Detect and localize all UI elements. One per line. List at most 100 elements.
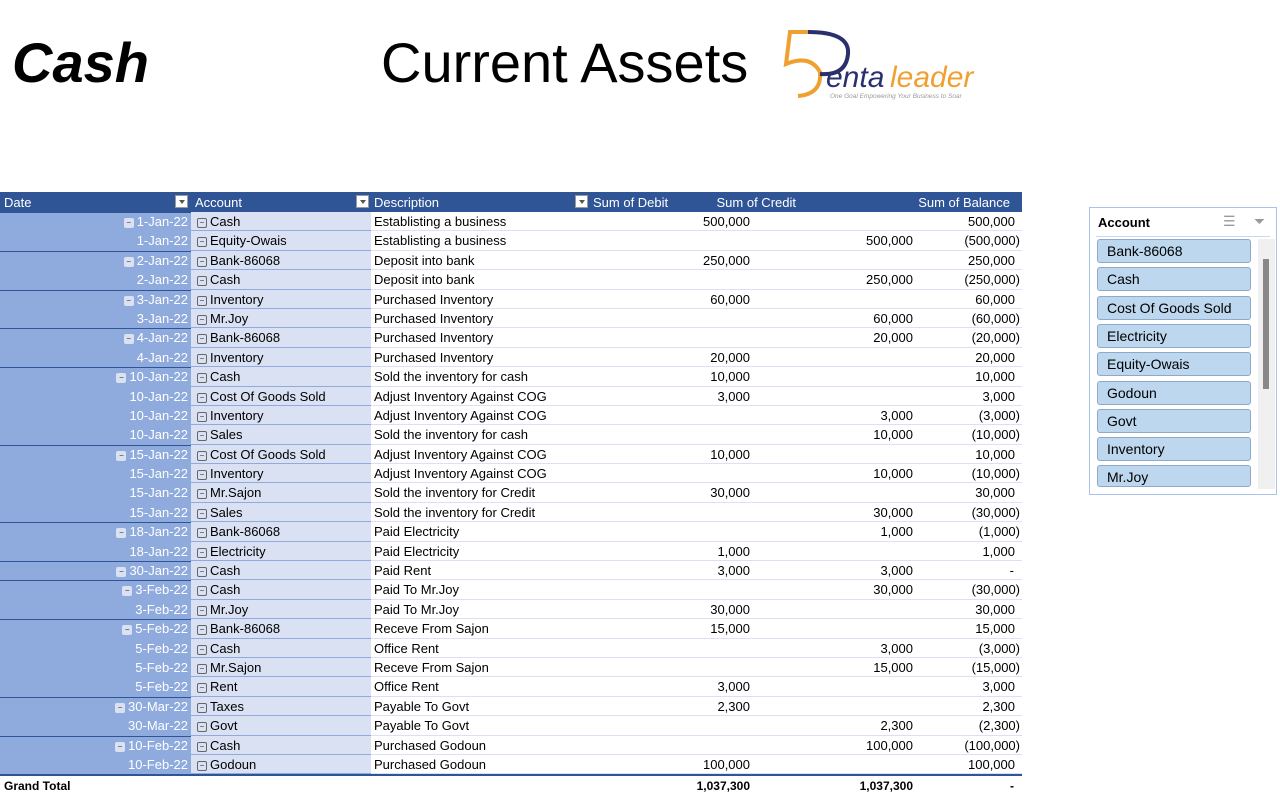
credit-cell: 3,000 [880,407,913,423]
grand-total-debit: 1,037,300 [696,779,750,794]
collapse-icon[interactable]: − [197,237,207,248]
collapse-icon[interactable]: − [197,586,207,597]
date-value: 5-Feb-22 [135,679,188,695]
slicer-item[interactable]: Cash [1097,267,1251,292]
collapse-icon[interactable]: − [197,508,207,519]
date-value: 3-Feb-22 [135,582,188,598]
scrollbar-thumb[interactable] [1263,259,1269,389]
date-cell: −3-Jan-22 [123,292,188,307]
slicer-item[interactable]: Electricity [1097,323,1251,348]
collapse-icon[interactable]: − [116,450,127,461]
account-value: Cash [210,582,241,598]
account-filter-dropdown[interactable] [356,195,369,208]
debit-cell: 250,000 [703,252,750,268]
collapse-icon[interactable]: − [197,314,207,325]
multi-select-icon[interactable]: ☰ [1223,213,1236,229]
collapse-icon[interactable]: − [197,702,207,713]
collapse-icon[interactable]: − [116,373,127,384]
clear-filter-icon[interactable]: ⏷ [1254,213,1266,229]
collapse-icon[interactable]: − [122,586,133,597]
col-header-balance: Sum of Balance [918,195,1010,210]
description-cell: Adjust Inventory Against COG [374,388,547,404]
collapse-icon[interactable]: − [197,547,207,558]
date-cell: 30-Mar-22 [128,718,188,733]
collapse-icon[interactable]: − [197,605,207,616]
date-value: 15-Jan-22 [129,446,188,462]
collapse-icon[interactable]: − [197,528,207,539]
collapse-icon[interactable]: − [197,741,207,752]
collapse-icon[interactable]: − [115,702,126,713]
credit-cell: 2,300 [880,718,913,734]
date-cell: 18-Jan-22 [129,544,188,559]
date-value: 10-Feb-22 [128,756,188,772]
date-filter-dropdown[interactable] [175,195,188,208]
date-value: 5-Feb-22 [135,659,188,675]
date-cell: 3-Jan-22 [137,311,188,326]
grand-total-label: Grand Total [4,779,71,794]
collapse-icon[interactable]: − [197,392,207,403]
collapse-icon[interactable]: − [197,256,207,267]
collapse-icon[interactable]: − [197,644,207,655]
debit-cell: 20,000 [710,349,750,365]
collapse-icon[interactable]: − [197,760,207,771]
collapse-icon[interactable]: − [123,256,134,267]
credit-cell: 500,000 [866,233,913,249]
slicer-item[interactable]: Equity-Owais [1097,352,1251,377]
collapse-icon[interactable]: − [197,411,207,422]
collapse-icon[interactable]: − [197,218,207,228]
credit-cell: 30,000 [873,582,913,598]
collapse-icon[interactable]: − [197,450,207,461]
slicer-item[interactable]: Mr.Joy [1097,465,1251,488]
slicer-scrollbar[interactable] [1258,239,1275,489]
collapse-icon[interactable]: − [197,567,207,578]
slicer-item[interactable]: Cost Of Goods Sold [1097,295,1251,320]
date-cell: 3-Feb-22 [135,602,188,617]
balance-cell: 10,000 [975,369,1015,385]
collapse-icon[interactable]: − [122,625,133,636]
date-value: 3-Jan-22 [136,310,188,326]
collapse-icon[interactable]: − [197,625,207,636]
table-row: −30-Mar-22− Taxes Payable To Govt 2,300 2,30… [0,696,1022,718]
account-value: Godoun [210,756,257,772]
table-row: −10-Feb-22− Cash Purchased Godoun 100,000 (1… [0,735,1022,756]
collapse-icon[interactable]: − [197,470,207,481]
debit-cell: 10,000 [710,446,750,462]
collapse-icon[interactable]: − [197,663,207,674]
description-cell: Payable To Govt [374,718,470,734]
collapse-icon[interactable]: − [197,295,207,306]
collapse-icon[interactable]: − [197,722,207,733]
balance-cell: 15,000 [975,621,1015,637]
collapse-icon[interactable]: − [116,528,127,539]
collapse-icon[interactable]: − [123,334,134,345]
date-cell: 10-Feb-22 [128,757,188,772]
account-value: Inventory [210,349,264,365]
slicer-item[interactable]: Inventory [1097,437,1251,462]
collapse-icon[interactable]: − [123,218,134,228]
collapse-icon[interactable]: − [197,373,207,384]
date-cell: 15-Jan-22 [129,505,188,520]
collapse-icon[interactable]: − [197,334,207,345]
account-value: Cash [210,640,241,656]
balance-cell: (3,000) [978,407,1020,423]
slicer-item[interactable]: Godoun [1097,380,1251,405]
collapse-icon[interactable]: − [123,295,134,306]
slicer-item[interactable]: Govt [1097,408,1251,433]
table-row: −15-Jan-22− Cost Of Goods Sold Adjust Inve… [0,444,1022,466]
credit-cell: 30,000 [873,504,913,520]
slicer-item[interactable]: Bank-86068 [1097,239,1251,263]
balance-cell: 1,000 [982,543,1015,559]
account-cell: − Mr.Sajon [197,660,261,675]
balance-cell: (15,000) [971,659,1020,675]
collapse-icon[interactable]: − [116,567,127,578]
collapse-icon[interactable]: − [197,276,207,287]
collapse-icon[interactable]: − [197,353,207,364]
table-row: −3-Jan-22− Inventory Purchased Inventory 60… [0,289,1022,310]
table-row: 5-Feb-22− Mr.Sajon Receve From Sajon 15,000… [0,657,1022,678]
description-cell: Purchased Godoun [374,756,487,772]
collapse-icon[interactable]: − [115,741,126,752]
balance-cell: 60,000 [975,291,1015,307]
description-filter-dropdown[interactable] [575,195,588,208]
collapse-icon[interactable]: − [197,431,207,442]
collapse-icon[interactable]: − [197,489,207,500]
collapse-icon[interactable]: − [197,683,207,694]
